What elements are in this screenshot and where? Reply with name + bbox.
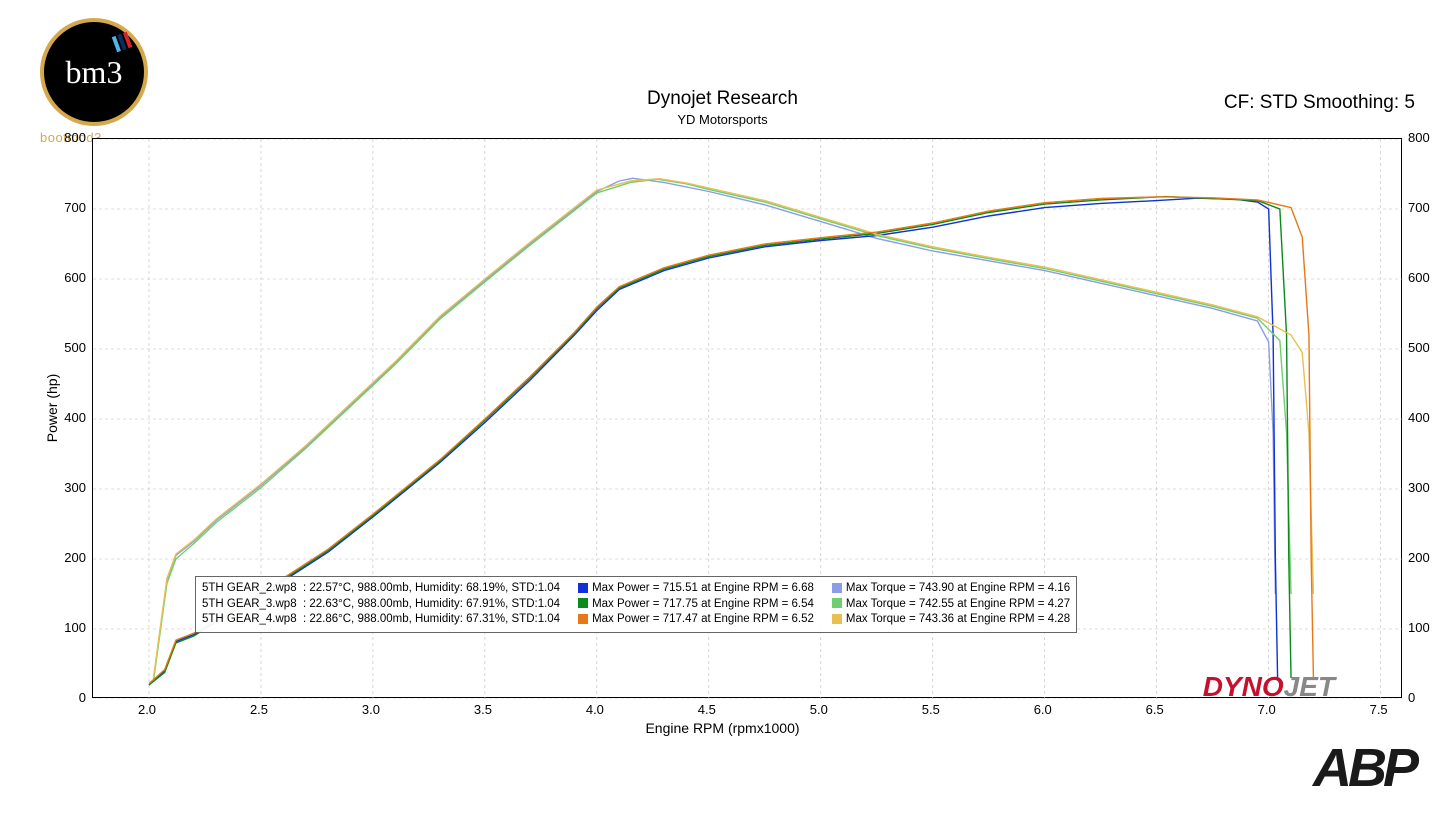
- dynojet-red: DYNO: [1203, 671, 1284, 702]
- smoothing-label: CF: STD Smoothing: 5: [1224, 92, 1415, 114]
- bm3-logo: bm3 bootmod3: [40, 18, 148, 145]
- dynojet-grey: JET: [1284, 671, 1335, 702]
- chart-subtitle: YD Motorsports: [647, 112, 798, 127]
- x-axis-label: Engine RPM (rpmx1000): [645, 720, 799, 736]
- logo-text: bm3: [66, 54, 123, 91]
- legend-row: 5TH GEAR_4.wp8 : 22.86°C, 988.00mb, Humi…: [202, 612, 1070, 628]
- abp-logo: ABP: [1313, 737, 1415, 799]
- dynojet-watermark: DYNOJET: [1203, 671, 1335, 703]
- legend-row: 5TH GEAR_2.wp8 : 22.57°C, 988.00mb, Humi…: [202, 581, 1070, 597]
- y-axis-left-label: Power (hp): [44, 374, 60, 442]
- logo-circle: bm3: [40, 18, 148, 126]
- bmw-m-stripes: [112, 32, 133, 53]
- chart-header: Dynojet Research YD Motorsports: [647, 88, 798, 127]
- chart-title: Dynojet Research: [647, 88, 798, 110]
- legend-row: 5TH GEAR_3.wp8 : 22.63°C, 988.00mb, Humi…: [202, 597, 1070, 613]
- legend-box: 5TH GEAR_2.wp8 : 22.57°C, 988.00mb, Humi…: [195, 576, 1077, 633]
